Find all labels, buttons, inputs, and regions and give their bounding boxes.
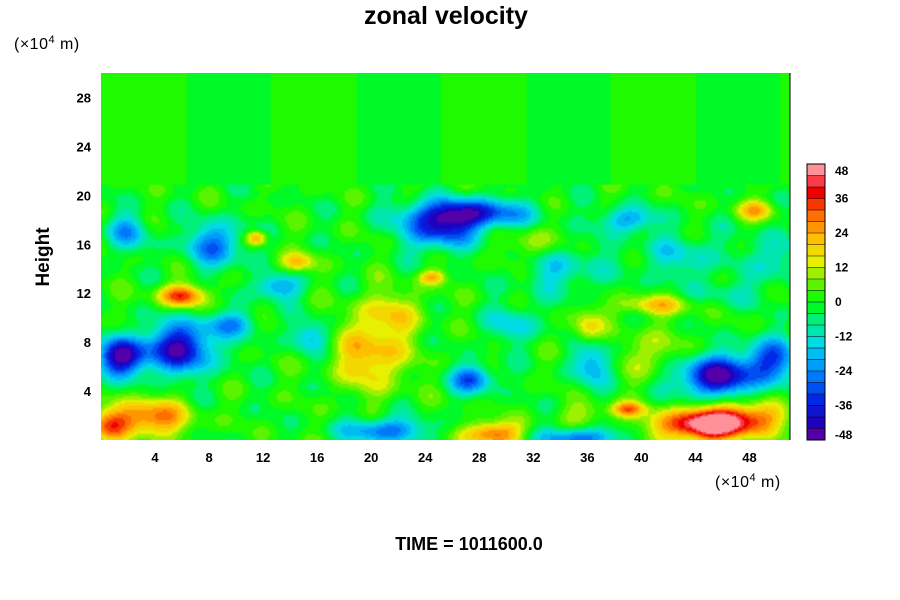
colorbar-band [807,302,825,314]
colorbar-frame [806,163,826,441]
heatmap-field [101,73,790,440]
time-label: TIME = 1011600.0 [395,534,543,554]
x-tick-label: 24 [418,450,433,465]
colorbar-band [807,428,825,441]
y-axis-ticks: 4 8 12 16 20 24 28 [77,90,92,399]
x-tick-label: 48 [742,450,756,465]
colorbar-tick-label: 24 [835,226,849,240]
colorbar-tick-label: 36 [835,192,849,206]
colorbar-band [807,210,825,222]
x-tick-label: 36 [580,450,594,465]
colorbar-band [807,198,825,211]
colorbar-band [807,405,825,418]
colorbar-tick-label: -36 [835,399,853,413]
colorbar-band [807,267,825,280]
colorbar-band [807,221,825,234]
y-unit-prefix: (×10 [14,36,48,53]
y-unit-exponent: 4 [48,34,55,46]
colorbar-band [807,187,825,199]
y-tick-label: 16 [77,237,91,252]
x-axis-unit: (×104 m) [715,472,781,491]
x-tick-label: 4 [151,450,159,465]
colorbar-tick-label: -24 [835,364,853,378]
colorbar-tick-label: 48 [835,164,849,178]
colorbar-band [807,244,825,257]
y-unit-suffix: m) [55,36,80,53]
y-tick-label: 8 [84,335,91,350]
colorbar-band [807,336,825,349]
colorbar [806,163,826,441]
x-tick-label: 20 [364,450,378,465]
colorbar-tick-label: -48 [835,428,853,442]
y-tick-label: 28 [77,90,91,105]
colorbar-ticks: 48 36 24 12 0 -12 -24 -36 -48 [835,164,853,442]
x-tick-label: 44 [688,450,703,465]
colorbar-band [807,325,825,337]
colorbar-band [807,290,825,303]
x-unit-prefix: (×10 [715,474,749,491]
colorbar-band [807,359,825,372]
x-tick-label: 28 [472,450,486,465]
x-tick-label: 40 [634,450,648,465]
x-tick-label: 16 [310,450,324,465]
colorbar-band [807,417,825,429]
colorbar-band [807,313,825,326]
colorbar-band [807,279,825,291]
colorbar-band [807,164,825,176]
y-tick-label: 12 [77,286,91,301]
colorbar-band [807,348,825,360]
x-tick-label: 8 [205,450,212,465]
colorbar-band [807,256,825,268]
y-axis-unit: (×104 m) [14,34,80,53]
colorbar-band [807,394,825,406]
chart-title: zonal velocity [364,2,528,30]
x-unit-exponent: 4 [749,472,756,484]
y-axis-label: Height [33,227,54,287]
x-tick-label: 12 [256,450,270,465]
colorbar-band [807,233,825,245]
x-unit-suffix: m) [756,474,781,491]
colorbar-band [807,371,825,383]
y-tick-label: 20 [77,188,91,203]
x-tick-label: 32 [526,450,540,465]
colorbar-band [807,382,825,395]
x-axis-ticks: 4 8 12 16 20 24 28 32 36 40 44 48 [151,450,756,465]
y-tick-label: 4 [84,384,92,399]
y-tick-label: 24 [77,139,92,154]
colorbar-tick-label: 12 [835,261,849,275]
colorbar-tick-label: 0 [835,295,842,309]
colorbar-tick-label: -12 [835,330,853,344]
colorbar-band [807,175,825,188]
